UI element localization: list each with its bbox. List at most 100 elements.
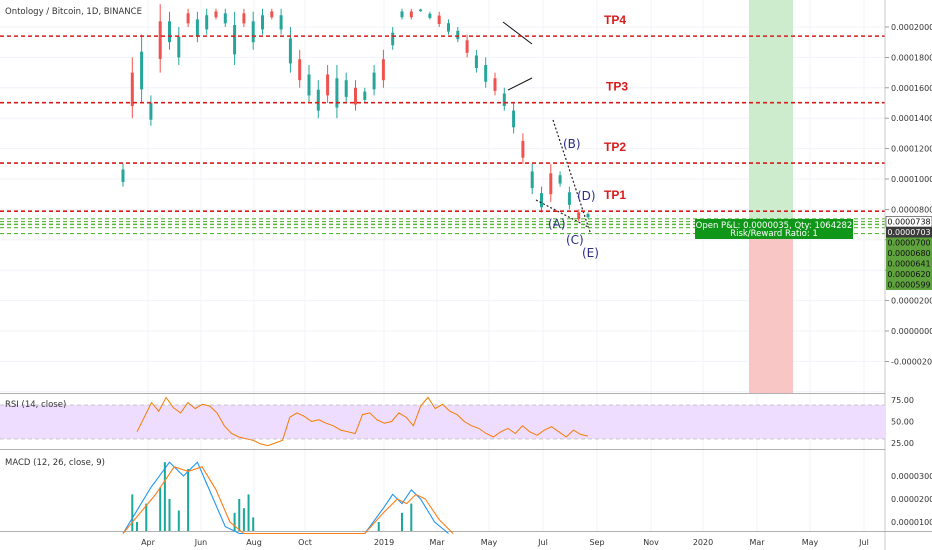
price-axis-label: 0.0002000 [891, 23, 932, 32]
price-tag [886, 269, 932, 280]
candle-body [447, 23, 450, 32]
wave-label-c: (C) [566, 233, 584, 247]
macd-line [122, 461, 449, 535]
price-axis-label: 0.0001000 [891, 175, 932, 184]
chart-title: Ontology / Bitcoin, 1D, BINANCE [5, 7, 142, 17]
price-axis-label: 0.0001600 [891, 84, 932, 93]
candle-body [354, 87, 357, 105]
time-axis-labels: Apr Jun Aug Oct 2019 Mar May Jul Sep Nov 2020 Mar Ma… [141, 538, 869, 547]
macd-axis-label: 0.0000200 [891, 495, 932, 504]
rsi-axis-label: 25.00 [891, 439, 914, 448]
time-axis-label: 2020 [693, 538, 713, 547]
target-label-tp2: TP2 [604, 140, 626, 154]
macd-hist-bar [247, 494, 250, 531]
pattern-drawings [502, 21, 591, 233]
price-tag [886, 237, 932, 248]
candle-body [205, 15, 209, 30]
candle-body [195, 19, 199, 37]
rsi-pane: RSI (14, close) 75.00 50.00 25.00 [0, 396, 914, 448]
macd-hist-bar [159, 487, 162, 531]
candle-body [168, 21, 171, 43]
position-box[interactable]: Open P&L: 0.0000035, Qty: 1064282 Risk/R… [695, 219, 853, 239]
price-tag-text: 0.0000680 [887, 249, 930, 258]
time-axis-label: Aug [246, 538, 262, 547]
price-tag [886, 258, 932, 269]
candle-body [316, 89, 320, 111]
wave-label-d: (D) [577, 189, 596, 203]
target-label-tp3: TP3 [606, 80, 628, 94]
macd-hist-bar [135, 522, 138, 531]
macd-axis-labels: 0.0000300 0.0000200 0.0000100 [891, 472, 932, 527]
time-axis-label: Jul [858, 538, 869, 547]
macd-hist-bar [238, 499, 241, 531]
macd-hist-bar [163, 462, 166, 531]
candle-body [121, 169, 125, 183]
candle-body [549, 173, 553, 195]
macd-hist-bar [242, 508, 245, 531]
macd-hist-bar [145, 503, 148, 531]
rsi-axis-labels: 75.00 50.00 25.00 [891, 396, 914, 448]
wave-label-e: (E) [582, 246, 599, 260]
price-tag [886, 248, 932, 259]
candle-body [335, 78, 339, 108]
time-axis-label: Mar [429, 538, 445, 547]
candle-body [233, 25, 237, 55]
rsi-axis-label: 50.00 [891, 418, 914, 427]
time-axis-label: Jul [537, 538, 548, 547]
position-ratio: Risk/Reward Ratio: 1 [730, 229, 818, 239]
time-axis-label: Mar [749, 538, 765, 547]
candle-body [465, 40, 469, 53]
price-tag-text: 0.0000641 [887, 260, 930, 269]
macd-histogram [131, 462, 413, 531]
signal-line [122, 466, 454, 535]
price-axis-label: 0.0000800 [891, 205, 932, 214]
candle-body [270, 11, 274, 18]
candle-body [428, 13, 432, 18]
candle-body [372, 72, 376, 90]
candle-body [381, 59, 385, 81]
position-pnl: Open P&L: 0.0000035, Qty: 1064282 [696, 221, 853, 231]
candle-body [298, 59, 302, 81]
rsi-title: RSI (14, close) [5, 400, 66, 410]
macd-title: MACD (12, 26, close, 9) [5, 458, 105, 468]
macd-hist-bar [401, 512, 403, 531]
time-axis-label: Apr [141, 538, 156, 547]
macd-hist-bar [168, 499, 171, 531]
rsi-axis-label: 75.00 [891, 396, 914, 405]
macd-hist-bar [410, 503, 413, 531]
wave-label-b: (B) [563, 137, 581, 151]
profit-zone [749, 0, 793, 233]
candle-body [530, 171, 534, 189]
macd-hist-bar [377, 522, 380, 531]
macd-hist-bar [177, 510, 180, 531]
price-axis-label: -0.0000200 [891, 357, 932, 366]
candle-body [409, 11, 413, 18]
target-label-tp4: TP4 [604, 13, 626, 27]
candle-body [363, 91, 367, 100]
time-axis-label: Sep [589, 538, 604, 547]
candle-body [251, 21, 255, 43]
candle-body [502, 93, 506, 107]
loss-zone [749, 233, 793, 393]
candle-body [540, 193, 543, 208]
candle-body [391, 32, 395, 46]
time-axis-label: May [481, 538, 498, 547]
candle-body [484, 65, 488, 82]
rsi-line [136, 396, 589, 447]
candle-body [512, 110, 516, 128]
rsi-band [0, 405, 885, 439]
candle-body [242, 13, 246, 24]
candle-body [326, 74, 330, 96]
candle-body [577, 212, 581, 220]
price-tag-text: 0.0000700 [887, 239, 930, 248]
price-axis-label: 0.0001200 [891, 145, 932, 154]
candle-body [177, 36, 181, 58]
candles [121, 4, 590, 222]
candle-body [186, 13, 190, 24]
time-axis-label: Nov [643, 538, 659, 547]
macd-axis-label: 0.0000100 [891, 518, 932, 527]
macd-hist-bar [233, 512, 236, 531]
candle-body [419, 9, 423, 12]
